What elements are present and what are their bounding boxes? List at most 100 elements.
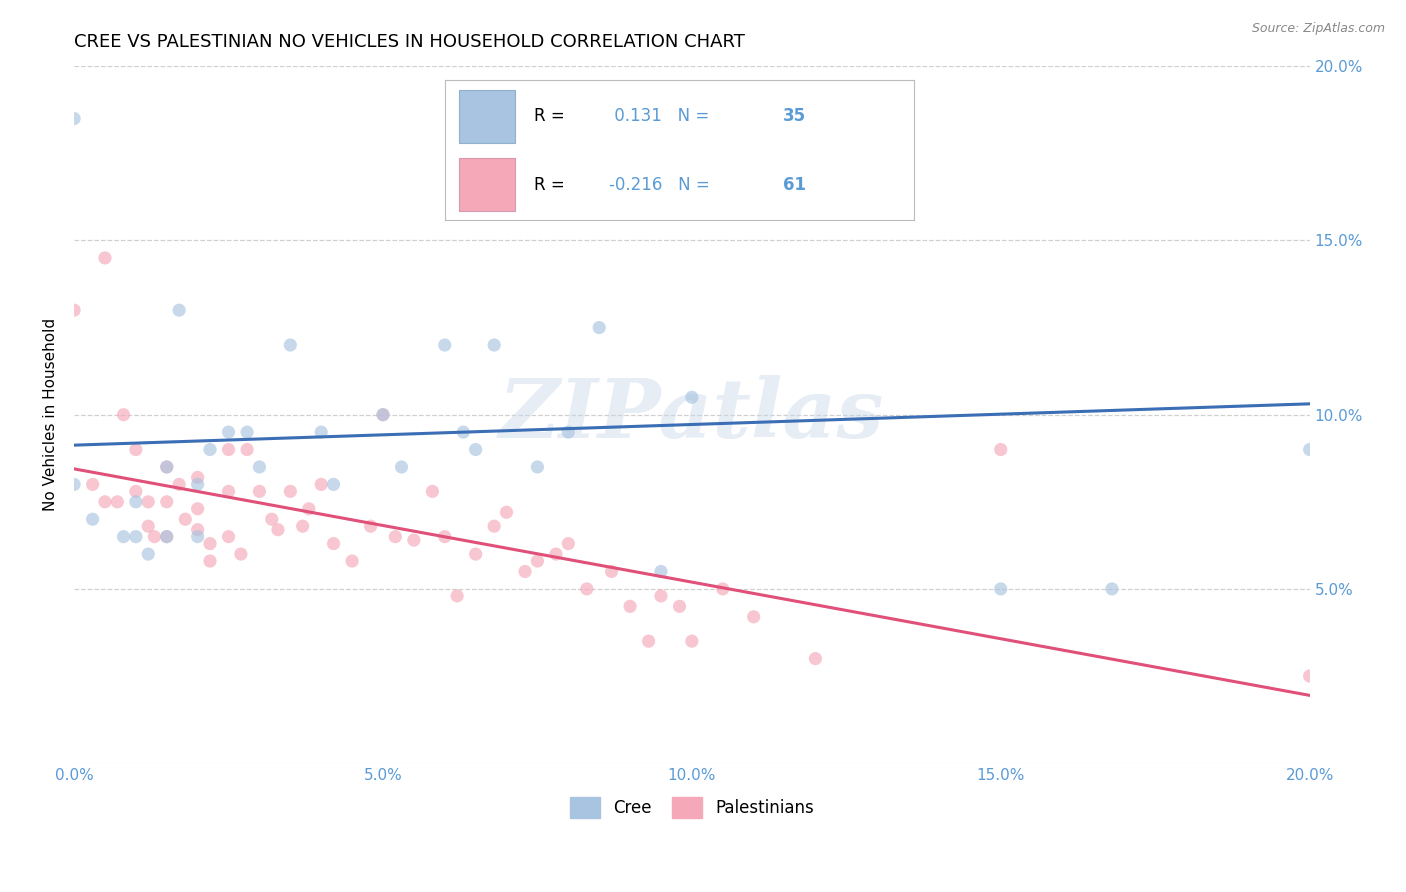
Point (482, 519, 505, 533)
Point (174, 512, 197, 526)
Point (422, 484, 444, 499)
Point (526, 554, 548, 568)
Point (619, 599, 641, 614)
Point (557, 425, 579, 439)
Point (804, 651, 827, 665)
Point (384, 530, 406, 544)
Point (143, 530, 166, 544)
Point (156, 495, 179, 509)
Point (464, 547, 486, 561)
Point (391, 460, 413, 475)
Point (167, 477, 190, 491)
Point (63, 303, 86, 318)
Point (402, 533, 425, 548)
Text: Source: ZipAtlas.com: Source: ZipAtlas.com (1251, 22, 1385, 36)
Point (112, 530, 135, 544)
Point (309, 477, 332, 491)
Point (371, 408, 394, 422)
Point (322, 477, 344, 491)
Point (218, 425, 240, 439)
Y-axis label: No Vehicles in Household: No Vehicles in Household (44, 318, 58, 511)
Point (249, 460, 271, 475)
Point (482, 338, 505, 352)
Point (112, 408, 135, 422)
Point (125, 484, 148, 499)
Point (309, 425, 332, 439)
Point (218, 442, 240, 457)
Point (681, 634, 703, 648)
Legend: Cree, Palestinians: Cree, Palestinians (564, 791, 821, 824)
Point (63, 112, 86, 126)
Point (668, 599, 690, 614)
Point (236, 442, 259, 457)
Point (433, 530, 456, 544)
Point (446, 589, 468, 603)
Point (650, 565, 672, 579)
Point (637, 634, 659, 648)
Point (167, 303, 190, 318)
Point (125, 442, 148, 457)
Point (82, 512, 104, 526)
Point (187, 530, 209, 544)
Point (267, 523, 290, 537)
Point (249, 484, 271, 499)
Point (866, 122, 889, 136)
Point (650, 589, 672, 603)
Text: CREE VS PALESTINIAN NO VEHICLES IN HOUSEHOLD CORRELATION CHART: CREE VS PALESTINIAN NO VEHICLES IN HOUSE… (75, 33, 745, 51)
Point (218, 530, 240, 544)
Point (1298, 669, 1320, 683)
Point (82, 477, 104, 491)
Point (187, 470, 209, 484)
Point (495, 505, 517, 519)
Point (340, 554, 363, 568)
Point (360, 519, 382, 533)
Point (136, 547, 159, 561)
Point (1101, 582, 1123, 596)
Point (588, 320, 610, 334)
Point (526, 460, 548, 475)
Point (600, 565, 623, 579)
Point (291, 519, 314, 533)
Point (298, 501, 321, 516)
Point (218, 484, 240, 499)
Point (990, 582, 1012, 596)
Point (105, 495, 128, 509)
Point (990, 442, 1012, 457)
Point (544, 547, 567, 561)
Point (575, 582, 598, 596)
Point (94, 251, 117, 265)
Point (198, 554, 221, 568)
Point (156, 460, 179, 475)
Point (198, 442, 221, 457)
Point (322, 536, 344, 550)
Point (136, 519, 159, 533)
Point (742, 609, 765, 624)
Point (513, 565, 536, 579)
Point (1298, 442, 1320, 457)
Point (229, 547, 252, 561)
Point (742, 146, 765, 161)
Point (156, 460, 179, 475)
Point (156, 530, 179, 544)
Point (278, 484, 301, 499)
Point (453, 425, 475, 439)
Point (187, 501, 209, 516)
Point (464, 442, 486, 457)
Text: ZIPatlas: ZIPatlas (499, 375, 884, 455)
Point (125, 530, 148, 544)
Point (187, 523, 209, 537)
Point (557, 536, 579, 550)
Point (125, 495, 148, 509)
Point (433, 338, 456, 352)
Point (711, 582, 734, 596)
Point (371, 408, 394, 422)
Point (156, 530, 179, 544)
Point (94, 495, 117, 509)
Point (136, 495, 159, 509)
Point (187, 477, 209, 491)
Point (198, 536, 221, 550)
Point (63, 477, 86, 491)
Point (236, 425, 259, 439)
Point (681, 390, 703, 404)
Point (278, 338, 301, 352)
